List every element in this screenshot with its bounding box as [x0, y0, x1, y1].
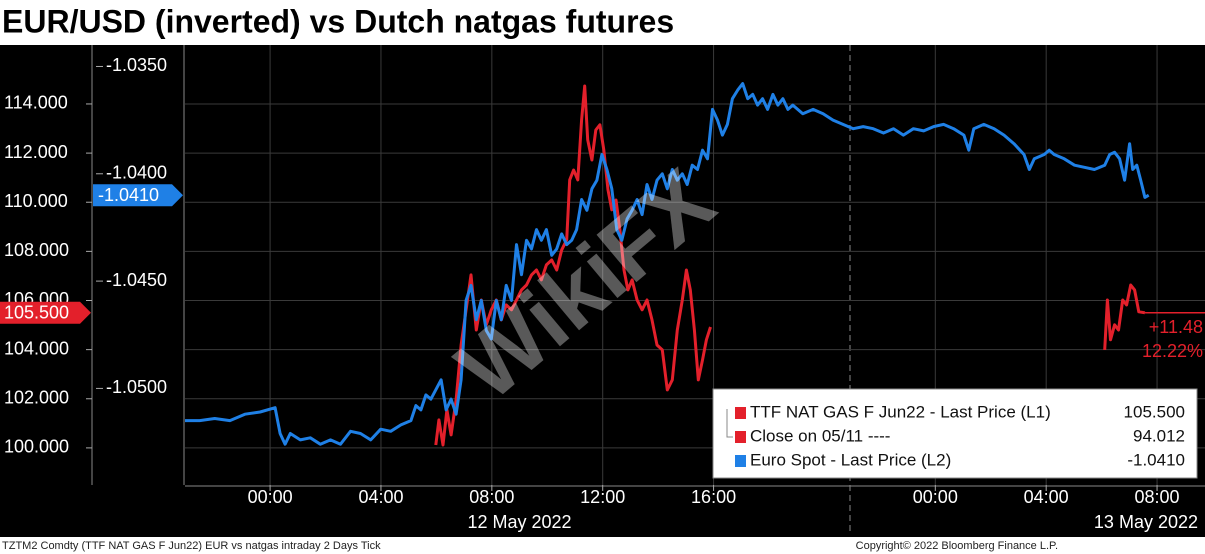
legend-box	[712, 388, 1198, 479]
y-tick-label: 102.000	[4, 388, 69, 408]
x-tick-label: 00:00	[248, 487, 293, 507]
title-bar	[0, 0, 1205, 45]
footer-right: Copyright© 2022 Bloomberg Finance L.P.	[856, 540, 1058, 552]
y-tick-label: 100.000	[4, 437, 69, 457]
x-tick-label: 00:00	[913, 487, 958, 507]
chart-title: EUR/USD (inverted) vs Dutch natgas futur…	[2, 3, 674, 39]
legend-label: Close on 05/11 ----	[750, 426, 890, 445]
y2-tick-label: -1.0350	[106, 55, 167, 75]
x-tick-label: 04:00	[358, 487, 403, 507]
legend-swatch	[735, 407, 746, 419]
annotation: +11.48	[1149, 317, 1203, 337]
x-tick-label: 08:00	[469, 487, 514, 507]
date-label: 12 May 2022	[468, 512, 572, 532]
y2-tick-label: -1.0400	[106, 163, 167, 183]
y2-tick-label: -1.0450	[106, 270, 167, 290]
y-tick-label: 110.000	[4, 191, 68, 211]
plot-area	[185, 45, 1205, 485]
last-value-label: 105.500	[4, 303, 69, 323]
annotation: 12.22%	[1142, 341, 1203, 361]
legend-swatch	[735, 455, 746, 467]
y-tick-label: 112.000	[4, 142, 68, 162]
x-tick-label: 08:00	[1135, 487, 1180, 507]
y-tick-label: 114.000	[4, 93, 68, 113]
x-tick-label: 16:00	[691, 487, 736, 507]
legend-value: 105.500	[1124, 402, 1185, 421]
x-tick-label: 04:00	[1024, 487, 1069, 507]
last-value-marker	[93, 184, 183, 207]
series-line	[185, 82, 1150, 446]
date-label: 13 May 2022	[1094, 512, 1198, 532]
last-value-marker	[0, 301, 91, 324]
last-value-label: -1.0410	[98, 185, 159, 205]
y-tick-label: 104.000	[4, 338, 69, 358]
legend-value: -1.0410	[1127, 450, 1185, 469]
y2-tick-label: -1.0500	[106, 377, 167, 397]
legend-swatch	[735, 431, 746, 443]
legend-label: Euro Spot - Last Price (L2)	[750, 450, 951, 469]
footer-left: TZTM2 Comdty (TTF NAT GAS F Jun22) EUR v…	[2, 540, 381, 552]
x-tick-label: 12:00	[580, 487, 625, 507]
legend-value: 94.012	[1133, 426, 1185, 445]
legend-bracket	[726, 409, 733, 438]
legend-label: TTF NAT GAS F Jun22 - Last Price (L1)	[750, 402, 1051, 421]
y-tick-label: 108.000	[4, 240, 69, 260]
footer-bar	[0, 537, 1205, 554]
